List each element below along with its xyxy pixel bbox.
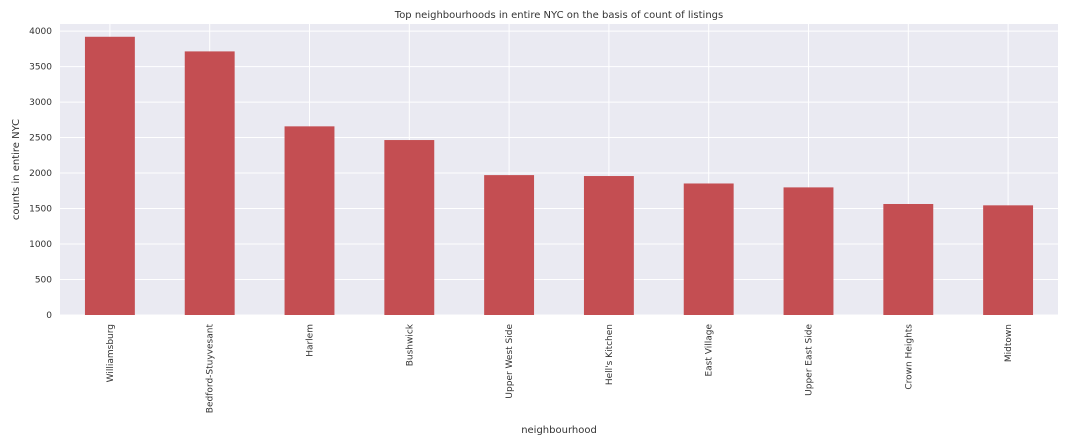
x-tick-label: Williamsburg [106, 324, 116, 382]
x-tick-label: East Village [705, 324, 715, 377]
x-tick-label: Upper West Side [505, 324, 515, 399]
bar [783, 187, 834, 315]
bar [284, 126, 335, 315]
x-axis-label: neighbourhood [521, 425, 597, 436]
x-tick-label: Midtown [1004, 324, 1014, 362]
bar [983, 205, 1034, 315]
y-tick-label: 2000 [29, 169, 52, 179]
bars [84, 36, 1034, 316]
y-axis-label: counts in entire NYC [11, 119, 22, 220]
bar [84, 36, 135, 316]
chart-title: Top neighbourhoods in entire NYC on the … [394, 10, 723, 21]
y-tick-label: 1000 [29, 240, 52, 250]
y-tick-label: 3000 [29, 98, 52, 108]
x-tick-label: Bedford-Stuyvesant [206, 324, 216, 414]
x-tick-label: Upper East Side [805, 324, 815, 396]
y-tick-label: 4000 [29, 27, 52, 37]
y-tick-label: 1500 [29, 205, 52, 215]
x-tick-label: Bushwick [405, 323, 415, 366]
y-tick-label: 2500 [29, 134, 52, 144]
x-tick-label: Hell's Kitchen [605, 324, 615, 385]
bar [384, 140, 435, 315]
x-tick-label: Crown Heights [904, 324, 914, 390]
bar [883, 203, 934, 315]
y-axis-ticks: 0 500 1000 1500 2000 2500 3000 3500 4000 [29, 27, 52, 321]
bar [184, 51, 235, 316]
y-tick-label: 0 [46, 311, 52, 321]
x-axis-ticks: Williamsburg Bedford-Stuyvesant Harlem Bush… [106, 323, 1014, 413]
bar [484, 175, 535, 315]
x-tick-label: Harlem [306, 324, 316, 357]
y-tick-label: 3500 [29, 63, 52, 73]
bar [583, 176, 634, 315]
y-tick-label: 500 [35, 276, 52, 286]
bar [683, 183, 734, 315]
